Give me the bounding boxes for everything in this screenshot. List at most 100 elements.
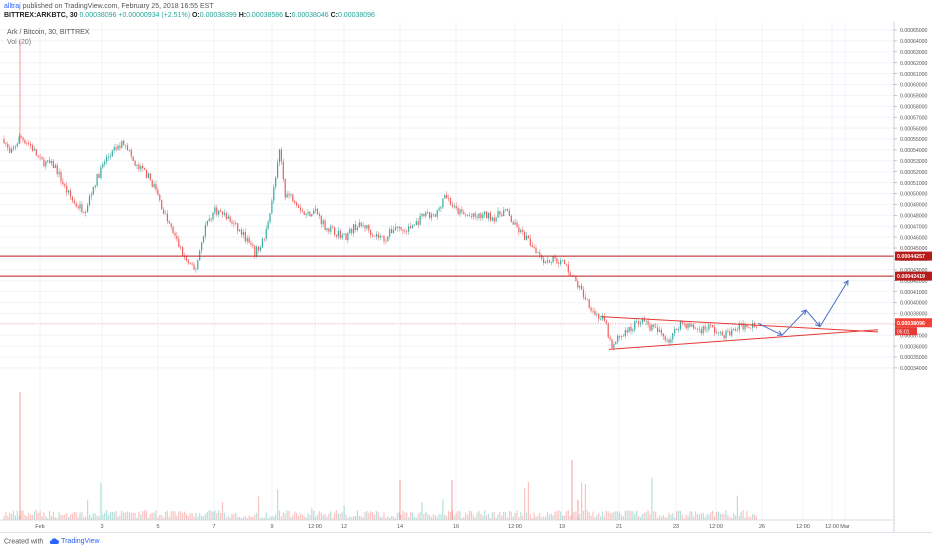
volume-bar [259,517,262,520]
candle-body [664,336,666,341]
candle-body [332,226,334,228]
volume-bar [254,514,256,520]
candle-body [429,211,431,218]
candle-body [636,321,638,322]
candle-body [470,216,472,217]
volume-bar [206,512,208,520]
candle-body [558,263,560,264]
candle-body [5,143,7,144]
candle-body [324,220,326,231]
volume-bar [43,512,45,520]
candle-body [258,246,260,251]
tradingview-logo[interactable]: TradingView [49,538,100,545]
volume-bar [64,514,66,520]
candle-body [459,209,461,215]
candle-body [626,330,628,333]
volume-bar [539,513,541,520]
volume-bar [182,513,184,520]
triangle-lower-trendline [608,329,879,350]
candle-body [731,329,733,336]
candle-body [12,147,15,149]
volume-bar [438,514,440,520]
candle-body [174,233,176,236]
volume-bar [634,513,636,520]
candle-body [410,226,412,229]
y-tick-label: 0.00063000 [900,50,928,56]
candle-body [202,236,205,243]
candle-body [277,162,279,178]
volume-bar [145,510,148,520]
time-axis[interactable]: Feb 3 5 7 9 12:00 12 14 16 12:00 19 21 23 12:00 26 12:0… [0,519,894,530]
volume-bar [702,512,704,520]
price-axis[interactable]: 0.00065000 0.00064000 0.00063000 0.00062000… [894,28,928,372]
level-price-text: 0.00042419 [897,274,925,280]
candle-body [577,281,579,288]
volume-bar [529,514,531,520]
volume-bar [199,512,201,520]
candle-body [681,320,683,324]
candle-body [457,207,459,215]
candle-body [64,184,66,186]
volume-bar [195,512,197,520]
volume-bar [45,516,47,520]
volume-bar [337,513,339,520]
price-chart[interactable]: 0.00065000 0.00064000 0.00063000 0.00062000… [0,22,932,532]
volume-bar [14,515,16,520]
volume-bar [658,515,661,520]
candle-body [210,218,212,220]
volume-bar [541,517,543,520]
volume-bar [453,515,455,520]
candle-body [748,326,750,328]
x-tick-label: 14 [397,524,403,530]
volume-bar [662,514,664,520]
volume-bar [370,511,372,520]
candle-body [402,229,404,231]
candle-body [396,227,398,229]
candle-body [11,148,13,153]
volume-bar [335,510,338,520]
candle-body [92,187,94,195]
volume-bar [503,512,505,520]
volume-bar [102,514,104,520]
volume-bar [58,511,60,520]
volume-bar [753,514,756,520]
x-tick-label: Mar [840,524,850,530]
candle-body [565,263,567,265]
volume-bar [54,517,56,520]
volume-bar [193,516,195,520]
candle-body [495,217,497,222]
candle-body [379,236,381,238]
candle-body [411,225,414,229]
candle-body [733,329,735,330]
volume-bar [125,512,127,520]
candle-body [71,196,73,201]
candle-body [588,299,590,309]
volume-bar [596,515,598,520]
volume-bar [233,514,235,520]
volume-bar [400,515,402,520]
candle-body [30,143,32,146]
candle-body [392,229,395,234]
volume-bar [406,512,408,520]
publish-line: alltraj published on TradingView.com, Fe… [4,3,214,10]
volume-bar [5,511,7,520]
volume-bar [41,516,43,520]
volume-bar [442,499,444,520]
volume-bar [411,512,414,520]
author-link[interactable]: alltraj [4,3,21,10]
volume-bar [499,511,501,520]
volume-bar [677,510,680,520]
candle-body [328,228,330,232]
volume-bar [550,513,552,520]
volume-bar [645,512,647,520]
candle-body [387,236,389,242]
candle-body [185,256,187,261]
candle-body [37,155,39,157]
candle-body [343,233,345,235]
volume-bar [480,513,482,520]
candle-body [600,319,602,320]
candle-body [294,201,296,203]
candle-body [275,177,277,188]
footer: Created with TradingView [0,532,932,551]
volume-bar [313,510,315,520]
